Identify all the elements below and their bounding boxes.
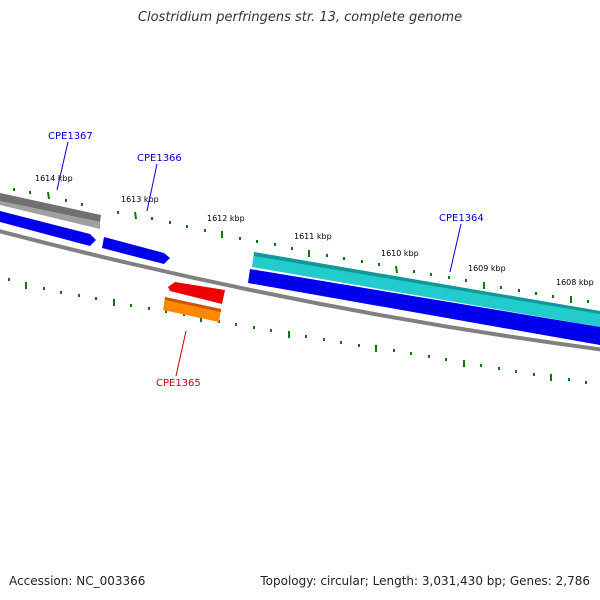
gene-label-cpe1364[interactable]: CPE1364: [439, 213, 484, 224]
gene-feature-cpe1366[interactable]: [102, 237, 170, 264]
leader-line: [56, 141, 69, 191]
kbp-label: 1610 kbp: [381, 249, 419, 258]
gene-feature-cpe1364-rna-dark: [254, 252, 600, 314]
genome-backbone: [0, 229, 600, 352]
gene-feature-orange[interactable]: [163, 297, 221, 322]
kbp-label: 1612 kbp: [207, 214, 245, 223]
kbp-label: 1608 kbp: [556, 278, 594, 287]
gene-label-cpe1365[interactable]: CPE1365: [156, 378, 201, 389]
accession-label: Accession: NC_003366: [9, 574, 146, 588]
gene-feature-gray[interactable]: [0, 193, 101, 222]
gene-feature-cpe1364-rna[interactable]: [252, 252, 600, 327]
gene-feature-cpe1367[interactable]: [0, 211, 96, 246]
leader-line: [175, 330, 187, 377]
kbp-label: 1614 kbp: [35, 174, 73, 183]
gene-label-cpe1367[interactable]: CPE1367: [48, 131, 93, 142]
kbp-label: 1609 kbp: [468, 264, 506, 273]
gene-feature-cpe1365[interactable]: [168, 282, 225, 304]
leader-line: [449, 223, 462, 273]
kbp-label: 1611 kbp: [294, 232, 332, 241]
gene-feature-gray-shade: [0, 201, 100, 229]
leader-line: [146, 163, 158, 212]
map-title: Clostridium perfringens str. 13, complet…: [137, 10, 463, 25]
gene-feature-orange-shade: [165, 297, 221, 312]
genome-stats: Topology: circular; Length: 3,031,430 bp…: [260, 574, 590, 588]
upper-tick-row: [13, 188, 589, 303]
gene-label-cpe1366[interactable]: CPE1366: [137, 153, 182, 164]
kbp-label: 1613 kbp: [121, 195, 159, 204]
gene-feature-cpe1364[interactable]: [248, 269, 600, 345]
